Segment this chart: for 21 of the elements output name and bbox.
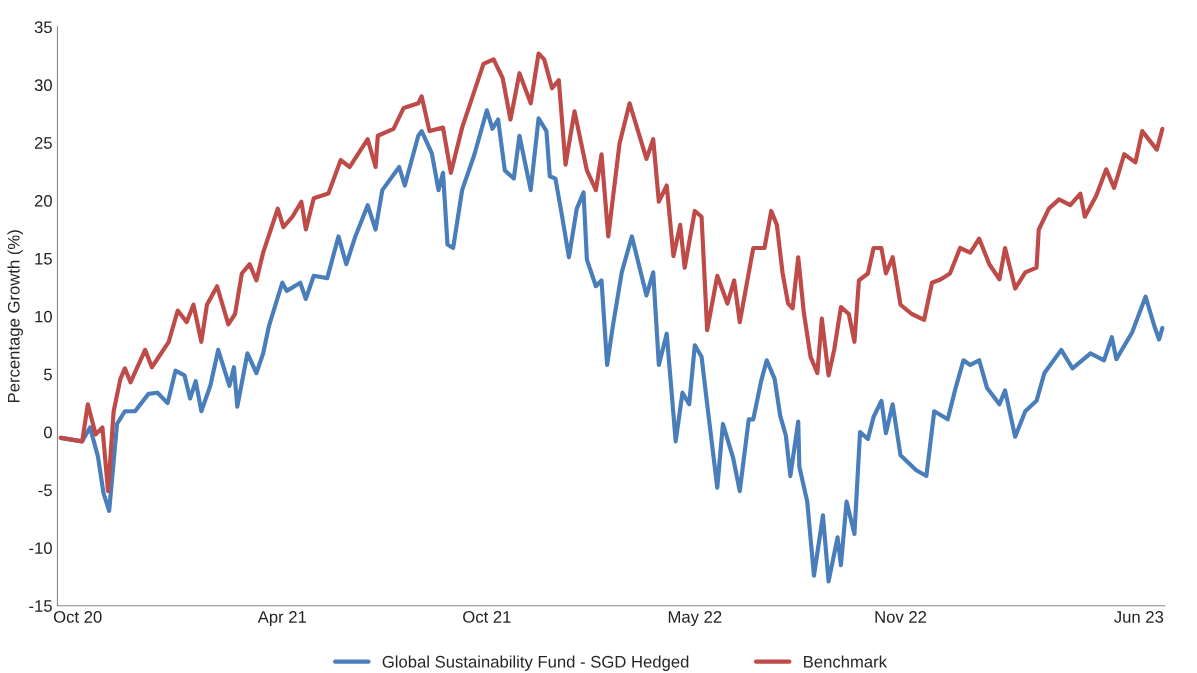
- y-tick-label: 35: [34, 21, 52, 34]
- y-tick-label: 15: [35, 253, 52, 265]
- y-tick-label: -10: [29, 542, 52, 555]
- y-tick-label: 20: [34, 194, 52, 207]
- x-tick-label: Jun 23: [1114, 611, 1164, 623]
- y-tick-label: -15: [29, 600, 52, 612]
- legend-label: Global Sustainability Fund - SGD Hedged: [382, 655, 689, 671]
- x-tick-label: May 22: [668, 611, 722, 627]
- y-tick-label: 5: [43, 368, 52, 381]
- x-tick-label: Oct 20: [53, 611, 102, 623]
- y-tick-label: -5: [38, 484, 52, 497]
- y-tick-label: 30: [34, 79, 52, 91]
- x-tick-label: Nov 22: [875, 611, 927, 623]
- y-axis-title: Percentage Growth (%): [7, 230, 23, 403]
- x-tick-label: Oct 21: [463, 611, 511, 623]
- y-tick-label: 10: [35, 310, 52, 323]
- legend-label: Benchmark: [804, 655, 888, 668]
- y-tick-label: 25: [34, 137, 52, 149]
- line-series: [58, 51, 1165, 494]
- x-tick-label: Apr 21: [257, 611, 307, 627]
- y-tick-label: 0: [43, 426, 52, 439]
